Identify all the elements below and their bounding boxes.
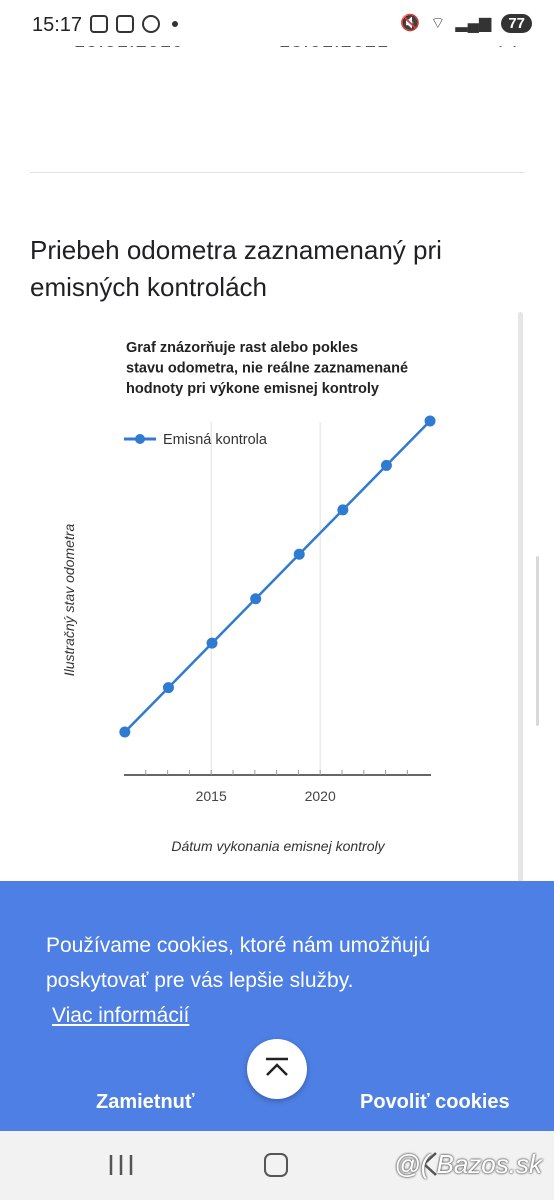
cookie-more-info-link[interactable]: Viac informácií xyxy=(52,1004,190,1027)
data-point[interactable] xyxy=(162,682,174,694)
section-title: Priebeh odometra zaznamenaný pri emisnýc… xyxy=(30,235,442,302)
legend-marker-icon xyxy=(135,434,145,444)
screenshot-icon xyxy=(90,15,108,33)
data-point[interactable] xyxy=(119,726,131,738)
chart-legend: Emisná kontrola xyxy=(124,432,268,448)
signal-icon: ▂▄▆ xyxy=(455,15,492,32)
data-point[interactable] xyxy=(250,593,262,605)
battery-icon: 77 xyxy=(501,13,532,33)
chart-grid xyxy=(210,422,321,775)
app-notification-icon xyxy=(142,15,160,33)
reject-cookies-button[interactable]: Zamietnuť xyxy=(96,1091,195,1113)
notification-icons xyxy=(90,15,178,33)
data-point[interactable] xyxy=(206,637,218,649)
data-point[interactable] xyxy=(293,548,305,560)
x-ticks: 2015 2020 xyxy=(145,770,408,804)
data-point[interactable] xyxy=(380,459,392,471)
series-line xyxy=(123,420,431,733)
data-point[interactable] xyxy=(424,415,436,427)
chevron-up-icon xyxy=(266,1057,288,1076)
x-tick-label: 2020 xyxy=(305,788,336,804)
allow-cookies-button[interactable]: Povoliť cookies xyxy=(360,1091,510,1113)
cookie-message: Používame cookies, ktoré nám umožňujú po… xyxy=(46,934,431,992)
bazos-watermark: @( Bazos.sk xyxy=(394,1149,542,1179)
recent-apps-icon[interactable] xyxy=(108,1153,134,1177)
status-time: 15:17 xyxy=(32,14,83,36)
chart-series xyxy=(119,415,436,738)
mute-icon: 🔇 xyxy=(400,15,421,32)
x-tick-label: 2015 xyxy=(196,788,227,804)
system-icons: 🔇 ⌔ ▂▄▆ 77 xyxy=(400,13,532,33)
scroll-to-top-button[interactable] xyxy=(247,1039,307,1099)
chart-scrollbar[interactable] xyxy=(518,312,523,882)
status-bar: 15:17 🔇 ⌔ ▂▄▆ 77 xyxy=(0,0,554,46)
home-icon[interactable] xyxy=(264,1153,288,1177)
chart-svg: Graf znázorňuje rast alebo pokles stavu o… xyxy=(61,340,436,854)
legend-entry: Emisná kontrola xyxy=(163,432,268,448)
wifi-icon: ⌔ xyxy=(430,15,446,32)
x-axis-label: Dátum vykonania emisnej kontroly xyxy=(171,838,385,854)
y-axis-label: Ilustračný stav odometra xyxy=(61,524,77,677)
chart-title: Graf znázorňuje rast alebo pokles stavu o… xyxy=(126,340,408,397)
odometer-chart: Graf znázorňuje rast alebo pokles stavu o… xyxy=(40,318,514,863)
gallery-icon xyxy=(116,15,134,33)
more-notifications-icon xyxy=(172,21,178,27)
data-point[interactable] xyxy=(337,504,349,516)
back-icon[interactable] xyxy=(420,1151,440,1177)
section-divider xyxy=(30,172,524,173)
android-nav-bar: @( Bazos.sk xyxy=(0,1131,554,1200)
page-scrollbar-thumb[interactable] xyxy=(536,556,539,726)
